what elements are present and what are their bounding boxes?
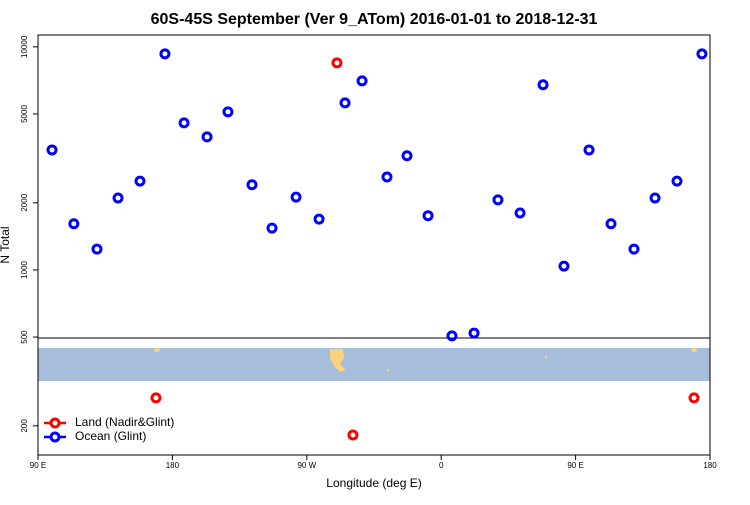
y-tick-label: 200 [20, 419, 29, 433]
point [356, 75, 368, 87]
x-axis-label: Longitude (deg E) [326, 476, 421, 490]
point [605, 218, 617, 230]
chart-title: 60S-45S September (Ver 9_ATom) 2016-01-0… [151, 11, 598, 28]
point [339, 97, 351, 109]
legend-label: Land (Nadir&Glint) [75, 415, 174, 429]
legend-label: Ocean (Glint) [75, 429, 146, 443]
point [68, 218, 80, 230]
ocean-band [38, 348, 710, 381]
point [347, 429, 359, 441]
legend-marker [49, 431, 61, 443]
x-tick-label: 180 [166, 461, 180, 470]
y-tick-label: 1000 [20, 260, 29, 278]
point [492, 194, 504, 206]
point [381, 171, 393, 183]
point [246, 179, 258, 191]
point [537, 79, 549, 91]
x-tick-label: 90 E [567, 461, 583, 470]
point [649, 192, 661, 204]
point [178, 117, 190, 129]
point [201, 131, 213, 143]
point [46, 144, 58, 156]
land [386, 368, 390, 372]
legend-marker [49, 417, 61, 429]
point [159, 48, 171, 60]
point [468, 327, 480, 339]
point [446, 330, 458, 342]
x-tick-label: 90 E [30, 461, 46, 470]
point [688, 392, 700, 404]
x-tick-label: 90 W [297, 461, 316, 470]
point [266, 222, 278, 234]
y-tick-label: 500 [20, 330, 29, 344]
point [628, 243, 640, 255]
point [91, 243, 103, 255]
y-tick-label: 2000 [20, 193, 29, 211]
point [558, 260, 570, 272]
point [696, 48, 708, 60]
point [290, 191, 302, 203]
map-strip [38, 348, 710, 381]
point [222, 106, 234, 118]
point [422, 210, 434, 222]
point [401, 150, 413, 162]
point [671, 175, 683, 187]
point [134, 175, 146, 187]
land [154, 348, 160, 352]
point [514, 207, 526, 219]
land [330, 349, 346, 372]
point [583, 144, 595, 156]
land [544, 355, 548, 359]
y-axis-label: N Total [0, 226, 12, 263]
x-tick-label: 0 [439, 461, 444, 470]
plot-frame [37, 34, 711, 456]
land [691, 348, 697, 352]
y-tick-label: 10000 [20, 35, 29, 58]
point [112, 192, 124, 204]
point [313, 213, 325, 225]
x-tick-label: 180 [703, 461, 717, 470]
y-tick-label: 5000 [20, 105, 29, 123]
point [150, 392, 162, 404]
point [331, 57, 343, 69]
